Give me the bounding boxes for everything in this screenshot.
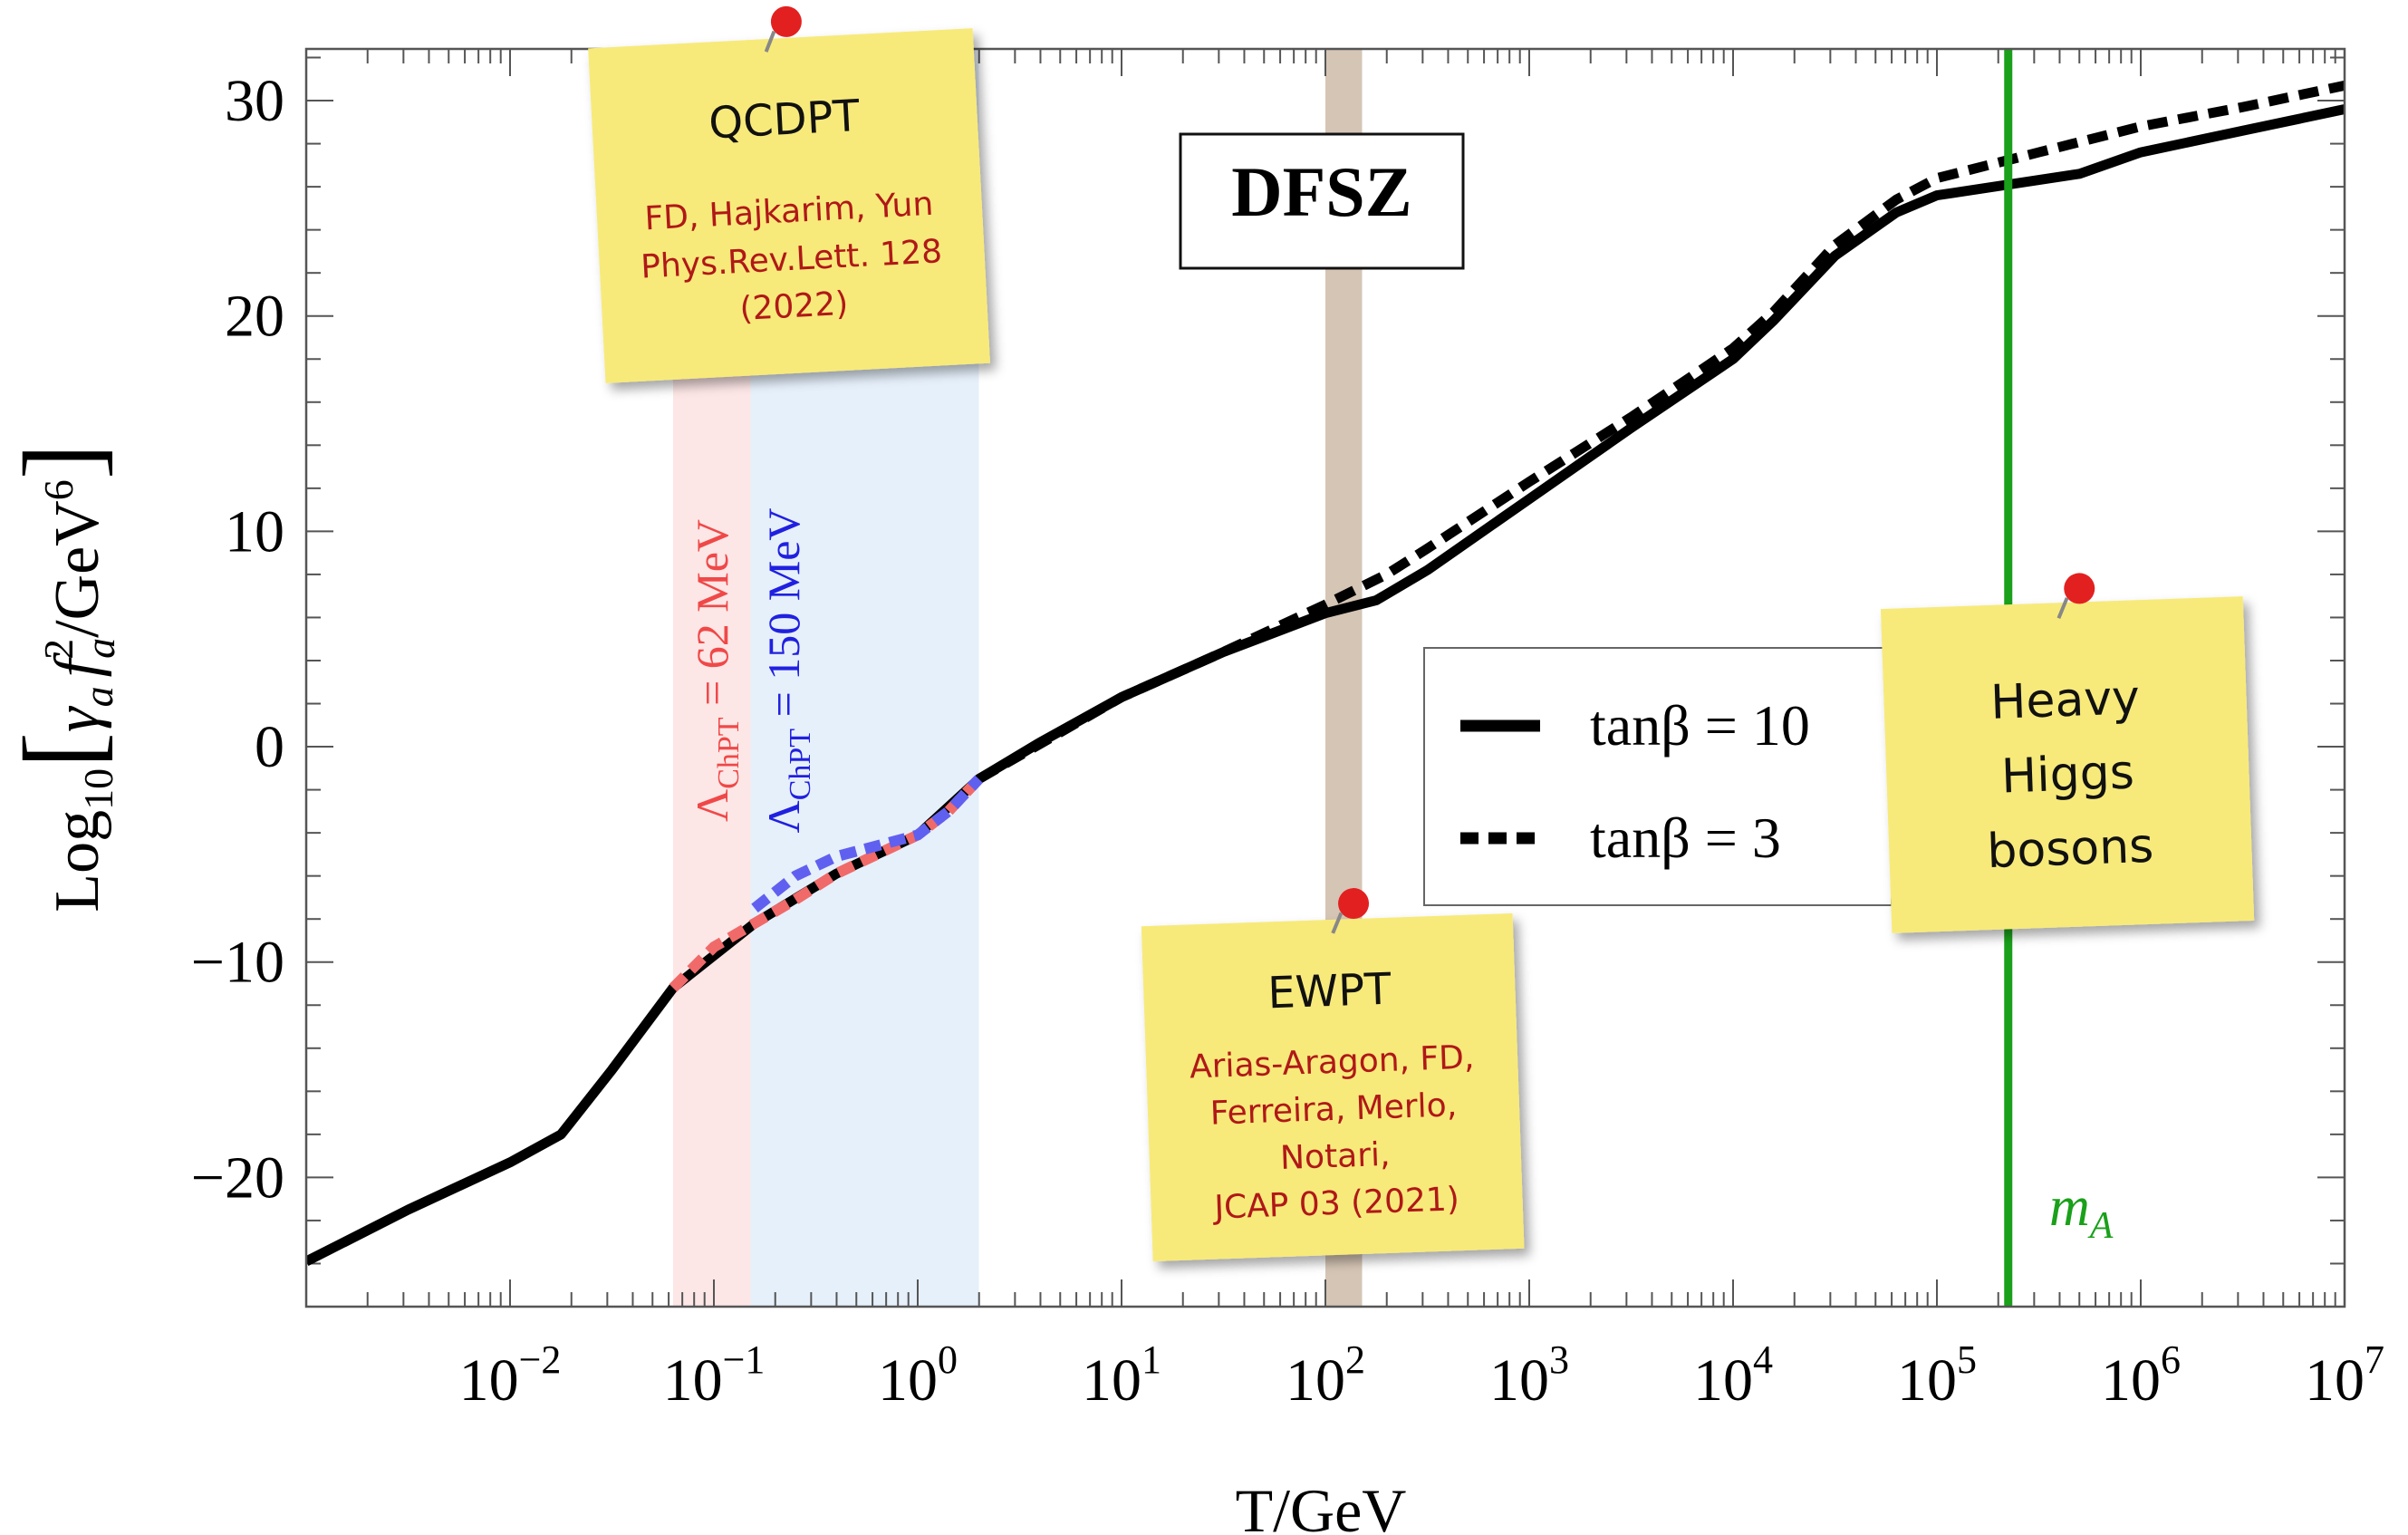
pin-icon <box>2064 573 2095 604</box>
pin-icon <box>1338 888 1370 920</box>
x-tick-labels: 10−2 10−1 100 101 102 103 104 105 106 107 <box>459 1337 2384 1414</box>
band-label-62mev: ΛChPT = 62 MeV <box>687 519 746 822</box>
legend-label-tanb10: tanβ = 10 <box>1590 693 1810 758</box>
x-tick-label: 103 <box>1489 1337 1569 1414</box>
y-tick-label: −10 <box>191 930 284 996</box>
note-line: Notari, <box>1279 1136 1391 1177</box>
note-line: Higgs <box>2000 745 2135 804</box>
chart-title: DFSZ <box>1231 152 1411 231</box>
x-tick-label: 105 <box>1897 1337 1977 1414</box>
axis-ticks <box>305 49 2345 1308</box>
legend: tanβ = 10 tanβ = 3 <box>1423 647 1893 906</box>
y-tick-labels: 30 20 10 0 −10 −20 <box>191 68 284 1211</box>
series-lines <box>306 81 2345 1267</box>
pin-icon <box>770 5 802 37</box>
chart-title-box: DFSZ <box>1179 132 1465 270</box>
series-line-0 <box>306 104 2345 1267</box>
note-line: (2022) <box>739 285 850 328</box>
sticky-note-qcdpt: QCDPT FD, Hajkarim, Yun Phys.Rev.Lett. 1… <box>588 5 990 383</box>
x-tick-label: 102 <box>1286 1337 1365 1414</box>
svg-text:Log10[γaf2a/GeV6]: Log10[γaf2a/GeV6] <box>1 443 123 912</box>
note-line: JCAP 03 (2021) <box>1212 1181 1460 1226</box>
y-tick-label: 20 <box>225 284 284 350</box>
y-tick-label: −20 <box>191 1144 284 1211</box>
note-line: Heavy <box>1989 671 2141 730</box>
y-tick-label: 0 <box>255 714 284 780</box>
x-tick-label: 101 <box>1082 1337 1161 1414</box>
x-tick-label: 10−1 <box>663 1337 766 1414</box>
legend-label-tanb3: tanβ = 3 <box>1590 806 1781 870</box>
plot-frame <box>304 47 2346 1308</box>
y-tick-label: 10 <box>225 498 284 565</box>
y-axis-label: Log10[γaf2a/GeV6] <box>1 443 123 912</box>
x-tick-label: 107 <box>2305 1337 2384 1414</box>
note-title: EWPT <box>1267 964 1392 1019</box>
series-line-1 <box>976 81 2345 784</box>
x-tick-label: 100 <box>878 1337 958 1414</box>
note-line: bosons <box>1986 819 2154 879</box>
x-tick-label: 10−2 <box>459 1337 562 1414</box>
svg-text:ΛChPT = 62 MeV: ΛChPT = 62 MeV <box>687 519 746 822</box>
svg-text:ΛChPT = 150 MeV: ΛChPT = 150 MeV <box>758 507 817 833</box>
note-line: Ferreira, Merlo, <box>1209 1086 1458 1132</box>
x-axis-label: T/GeV <box>1236 1476 1407 1535</box>
sticky-note-heavy-higgs: Heavy Higgs bosons <box>1880 573 2255 933</box>
note-title: QCDPT <box>708 91 862 150</box>
band-label-150mev: ΛChPT = 150 MeV <box>758 507 817 833</box>
y-tick-label: 30 <box>225 68 284 134</box>
x-tick-label: 104 <box>1693 1337 1773 1414</box>
x-tick-label: 106 <box>2101 1337 2181 1414</box>
series-line-3 <box>751 775 983 913</box>
mA-label: mA <box>2049 1176 2114 1247</box>
sticky-note-ewpt: EWPT Arias-Aragon, FD, Ferreira, Merlo, … <box>1141 888 1525 1262</box>
